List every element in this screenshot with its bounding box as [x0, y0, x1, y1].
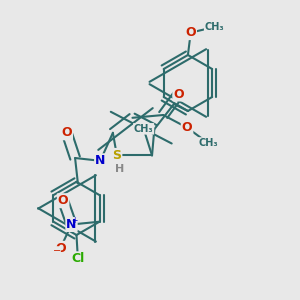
Text: CH₃: CH₃ [198, 138, 218, 148]
Text: N: N [95, 154, 106, 167]
Text: Cl: Cl [71, 252, 85, 265]
Text: S: S [112, 149, 122, 162]
Text: O: O [61, 126, 72, 139]
Text: O: O [182, 121, 192, 134]
Text: H: H [115, 164, 124, 174]
Text: O: O [58, 194, 68, 207]
Text: CH₃: CH₃ [134, 124, 153, 134]
Text: O: O [55, 242, 66, 255]
Text: O: O [185, 26, 196, 39]
Text: −: − [52, 246, 61, 256]
Text: CH₃: CH₃ [205, 22, 224, 32]
Text: O: O [173, 88, 184, 100]
Text: +: + [71, 216, 78, 225]
Text: N: N [66, 218, 77, 231]
